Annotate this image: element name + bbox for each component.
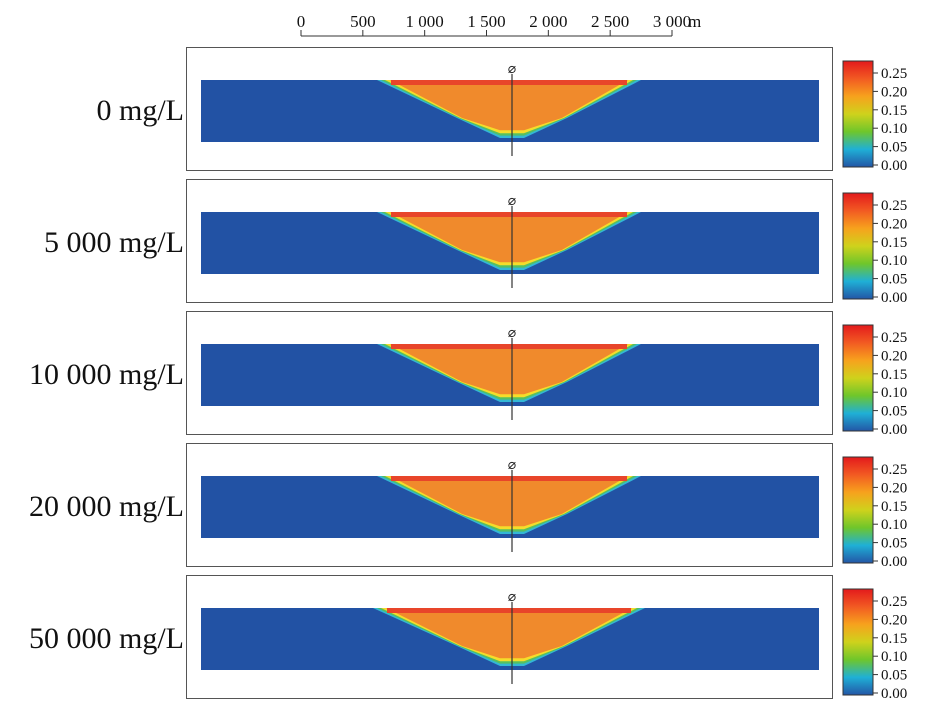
colorbar-gradient bbox=[842, 456, 874, 564]
colorbar-gradient bbox=[842, 60, 874, 168]
row-label-3: 20 000 mg/L bbox=[29, 490, 184, 523]
colorbar-tick-label: 0.20 bbox=[881, 480, 907, 496]
colorbar-tick-label: 0.20 bbox=[881, 348, 907, 364]
colorbar-tick-label: 0.00 bbox=[881, 290, 907, 305]
colorbar-tick-label: 0.15 bbox=[881, 499, 907, 515]
colorbar-tick-label: 0.25 bbox=[881, 66, 907, 82]
well-symbol: ⌀ bbox=[508, 325, 517, 341]
colorbar-tick-label: 0.25 bbox=[881, 198, 907, 214]
colorbar-gradient bbox=[842, 192, 874, 300]
plume-core bbox=[390, 476, 628, 527]
colorbar-tick-label: 0.10 bbox=[881, 649, 907, 665]
colorbar-1: 0.25 0.20 0.15 0.10 0.05 0.00 bbox=[842, 192, 907, 305]
colorbar-tick-label: 0.20 bbox=[881, 216, 907, 232]
colorbar-0: 0.25 0.20 0.15 0.10 0.05 0.00 bbox=[842, 60, 907, 173]
scale-tick-label: 1 500 bbox=[467, 12, 505, 31]
colorbar-tick-label: 0.05 bbox=[881, 536, 907, 552]
scale-tick-label: 2 000 bbox=[529, 12, 567, 31]
model-panel-1: ⌀ bbox=[186, 179, 833, 303]
colorbar-tick-label: 0.10 bbox=[881, 253, 907, 269]
colorbar-tick-label: 0.00 bbox=[881, 158, 907, 173]
plume-core bbox=[386, 608, 632, 659]
colorbar-4: 0.25 0.20 0.15 0.10 0.05 0.00 bbox=[842, 588, 907, 701]
well-symbol: ⌀ bbox=[508, 457, 517, 473]
colorbar-tick-label: 0.05 bbox=[881, 404, 907, 420]
plume-top-band bbox=[391, 344, 627, 349]
colorbar-tick-label: 0.10 bbox=[881, 517, 907, 533]
colorbar-tick-label: 0.10 bbox=[881, 385, 907, 401]
colorbar-gradient bbox=[842, 324, 874, 432]
scale-tick-label: 2 500 bbox=[591, 12, 629, 31]
colorbar-tick-label: 0.25 bbox=[881, 330, 907, 346]
well-symbol: ⌀ bbox=[508, 61, 517, 77]
colorbar-tick-label: 0.05 bbox=[881, 668, 907, 684]
model-panel-4: ⌀ bbox=[186, 575, 833, 699]
model-panel-3: ⌀ bbox=[186, 443, 833, 567]
colorbar-tick-label: 0.00 bbox=[881, 686, 907, 701]
row-label-4: 50 000 mg/L bbox=[29, 622, 184, 655]
colorbar-tick-label: 0.20 bbox=[881, 612, 907, 628]
colorbar-gradient bbox=[842, 588, 874, 696]
row-label-1: 5 000 mg/L bbox=[44, 226, 184, 259]
colorbar-tick-label: 0.00 bbox=[881, 554, 907, 569]
well-symbol: ⌀ bbox=[508, 193, 517, 209]
scale-tick-label: 500 bbox=[350, 12, 376, 31]
plume-core bbox=[390, 344, 628, 395]
plume-top-band bbox=[387, 608, 631, 613]
colorbar-tick-label: 0.15 bbox=[881, 103, 907, 119]
plume-top-band bbox=[391, 212, 627, 217]
colorbar-3: 0.25 0.20 0.15 0.10 0.05 0.00 bbox=[842, 456, 907, 569]
model-panel-2: ⌀ bbox=[186, 311, 833, 435]
colorbar-tick-label: 0.05 bbox=[881, 140, 907, 156]
plume-top-band bbox=[391, 80, 627, 85]
well-symbol: ⌀ bbox=[508, 589, 517, 605]
scale-tick-label: 1 000 bbox=[406, 12, 444, 31]
scale-tick-label: 3 000 bbox=[653, 12, 691, 31]
model-panel-0: ⌀ bbox=[186, 47, 833, 171]
colorbar-tick-label: 0.15 bbox=[881, 367, 907, 383]
scale-unit: m bbox=[688, 12, 701, 31]
colorbar-tick-label: 0.25 bbox=[881, 594, 907, 610]
colorbar-tick-label: 0.15 bbox=[881, 235, 907, 251]
colorbar-tick-label: 0.05 bbox=[881, 272, 907, 288]
row-label-2: 10 000 mg/L bbox=[29, 358, 184, 391]
plume-core bbox=[390, 212, 628, 263]
colorbar-tick-label: 0.25 bbox=[881, 462, 907, 478]
colorbar-tick-label: 0.20 bbox=[881, 84, 907, 100]
plume-top-band bbox=[391, 476, 627, 481]
colorbar-tick-label: 0.15 bbox=[881, 631, 907, 647]
colorbar-tick-label: 0.10 bbox=[881, 121, 907, 137]
colorbar-2: 0.25 0.20 0.15 0.10 0.05 0.00 bbox=[842, 324, 907, 437]
colorbar-tick-label: 0.00 bbox=[881, 422, 907, 437]
scale-tick-label: 0 bbox=[297, 12, 306, 31]
row-label-0: 0 mg/L bbox=[96, 94, 185, 127]
plume-core bbox=[390, 80, 628, 131]
